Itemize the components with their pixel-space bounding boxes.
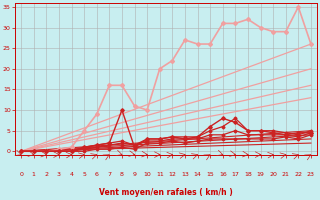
- X-axis label: Vent moyen/en rafales ( km/h ): Vent moyen/en rafales ( km/h ): [99, 188, 233, 197]
